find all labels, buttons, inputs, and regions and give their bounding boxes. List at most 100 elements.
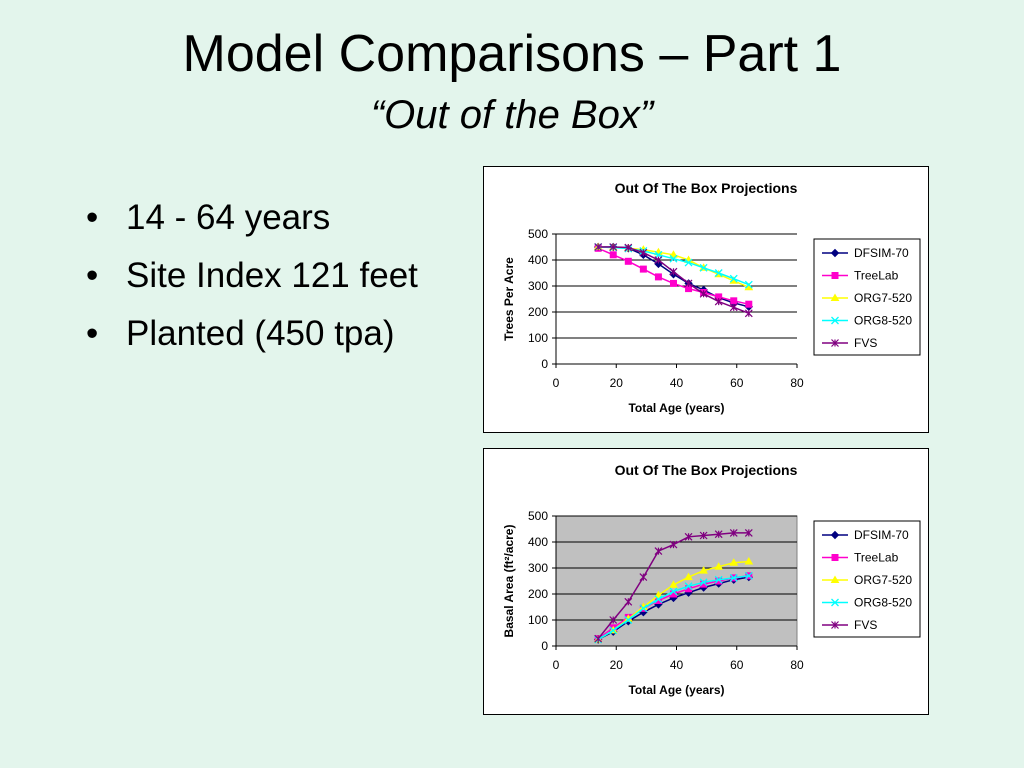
- data-point: [654, 547, 663, 556]
- data-point: [654, 595, 663, 604]
- x-tick-label: 20: [610, 658, 624, 672]
- data-point: [684, 258, 693, 267]
- legend: DFSIM-70 TreeLab ORG7-520 ORG8-520 FVS: [813, 238, 921, 356]
- data-point: [699, 289, 708, 298]
- bullet-list: • 14 - 64 years • Site Index 121 feet • Pla…: [86, 196, 418, 370]
- data-point: [609, 626, 618, 635]
- data-point: [624, 616, 633, 624]
- legend-label: TreeLab: [854, 269, 899, 283]
- data-point: [669, 580, 678, 588]
- legend: DFSIM-70 TreeLab ORG7-520 ORG8-520 FVS: [813, 520, 921, 638]
- data-point: [714, 269, 723, 277]
- data-point: [744, 280, 753, 289]
- series-fvs: [594, 528, 753, 643]
- data-point: [669, 587, 678, 596]
- data-point: [729, 558, 739, 566]
- data-point: [624, 243, 633, 252]
- x-tick-label: 60: [730, 658, 744, 672]
- legend-item: ORG7-520: [822, 573, 912, 587]
- data-point: [830, 293, 840, 301]
- data-point: [830, 575, 840, 583]
- data-point: [639, 604, 648, 613]
- y-tick-label: 100: [528, 331, 548, 345]
- bullet-icon: •: [86, 256, 99, 295]
- y-tick-label: 100: [528, 613, 548, 627]
- x-tick-label: 40: [670, 376, 684, 390]
- data-point: [831, 554, 839, 561]
- legend-item: DFSIM-70: [822, 528, 909, 542]
- data-point: [714, 530, 723, 539]
- legend-box: [813, 520, 921, 638]
- bullet-item: • Planted (450 tpa): [86, 312, 418, 370]
- data-point: [654, 590, 663, 599]
- legend-item: TreeLab: [822, 269, 899, 283]
- basal-area-chart: Out Of The Box Projections 0 100 200 300 400 5…: [483, 448, 929, 715]
- data-point: [699, 566, 708, 574]
- legend-label: FVS: [854, 336, 877, 350]
- chart-svg: Out Of The Box Projections01002003004005…: [502, 180, 921, 415]
- y-tick-label: 0: [541, 357, 548, 371]
- data-point: [669, 250, 678, 258]
- chart-title: Out Of The Box Projections: [615, 180, 798, 196]
- bullet-item: • 14 - 64 years: [86, 196, 418, 254]
- x-tick-label: 60: [730, 376, 744, 390]
- data-point: [744, 528, 753, 537]
- data-point: [715, 577, 723, 585]
- data-point: [699, 578, 708, 587]
- data-point: [609, 251, 617, 259]
- data-point: [831, 339, 839, 347]
- plot-area: [555, 515, 798, 647]
- chart-svg: Out Of The Box Projections01002003004005…: [502, 462, 921, 697]
- data-point: [609, 243, 618, 251]
- legend-label: DFSIM-70: [854, 246, 909, 260]
- data-point: [699, 263, 708, 272]
- chart-title: Out Of The Box Projections: [615, 462, 798, 478]
- y-axis-label: Basal Area (ft²/acre): [502, 525, 516, 638]
- data-point: [639, 573, 648, 582]
- y-axis-label: Trees Per Acre: [502, 257, 516, 341]
- data-point: [830, 530, 840, 540]
- y-tick-label: 200: [528, 305, 548, 319]
- data-point: [831, 272, 839, 279]
- x-tick-label: 0: [553, 658, 560, 672]
- x-axis-label: Total Age (years): [628, 683, 724, 697]
- data-point: [744, 571, 753, 580]
- slide-title: Model Comparisons – Part 1: [182, 25, 842, 83]
- y-tick-label: 400: [528, 535, 548, 549]
- bullet-text: Planted (450 tpa): [126, 314, 395, 353]
- x-tick-label: 20: [610, 376, 624, 390]
- x-tick-label: 80: [790, 658, 804, 672]
- data-point: [654, 256, 663, 264]
- data-point: [699, 531, 708, 540]
- y-tick-label: 300: [528, 279, 548, 293]
- data-point: [730, 297, 738, 305]
- y-tick-label: 300: [528, 561, 548, 575]
- series-fvs: [594, 243, 753, 318]
- y-tick-label: 200: [528, 587, 548, 601]
- data-point: [729, 573, 738, 582]
- data-point: [830, 248, 840, 258]
- legend-item: ORG8-520: [822, 596, 912, 610]
- data-point: [684, 532, 693, 541]
- data-point: [714, 562, 724, 570]
- data-point: [831, 621, 839, 629]
- x-tick-label: 40: [670, 658, 684, 672]
- y-tick-label: 500: [528, 227, 548, 241]
- data-point: [745, 300, 753, 308]
- data-point: [624, 597, 633, 606]
- data-point: [594, 634, 603, 643]
- legend-item: FVS: [822, 336, 877, 350]
- legend-label: ORG8-520: [854, 596, 912, 610]
- legend-item: ORG8-520: [822, 314, 912, 328]
- data-point: [669, 267, 678, 276]
- data-point: [714, 297, 723, 306]
- data-point: [669, 540, 678, 549]
- data-point: [700, 580, 708, 588]
- x-tick-label: 80: [790, 376, 804, 390]
- legend-label: FVS: [854, 618, 877, 632]
- bullet-item: • Site Index 121 feet: [86, 254, 418, 312]
- x-tick-label: 0: [553, 376, 560, 390]
- data-point: [831, 598, 839, 607]
- data-point: [639, 265, 647, 273]
- y-tick-label: 0: [541, 639, 548, 653]
